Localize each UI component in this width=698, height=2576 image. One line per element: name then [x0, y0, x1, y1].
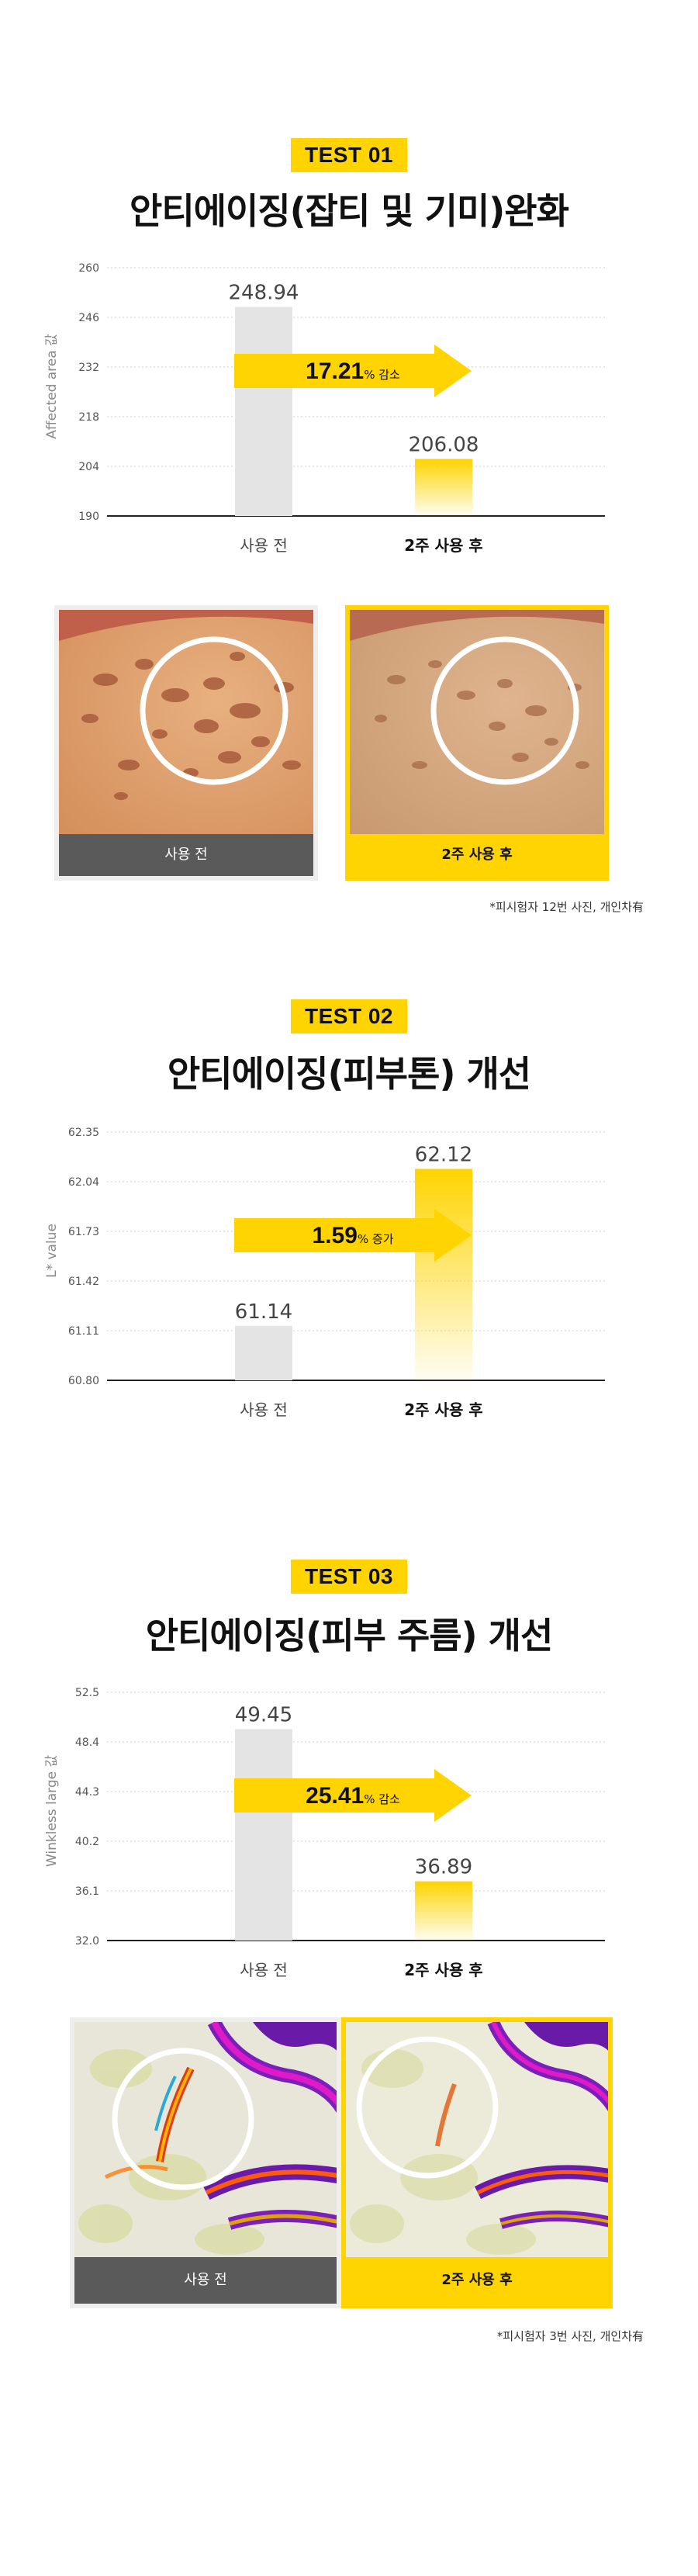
y-axis-label: L* value — [44, 1224, 60, 1278]
bar-value-label: 206.08 — [409, 433, 479, 456]
y-tick-label: 190 — [78, 511, 99, 523]
y-axis-label: Winkless large 값 — [44, 1755, 60, 1868]
y-tick-label: 232 — [78, 362, 99, 374]
y-tick-label: 62.35 — [68, 1127, 99, 1139]
y-tick-label: 62.04 — [68, 1176, 99, 1189]
change-arrow-label: 25.41% 감소 — [306, 1783, 400, 1809]
test-03-chart: Winkless large 값 52.5 48.4 44.3 40.2 36.1 32.… — [44, 1687, 605, 1979]
test-01-section: TEST 01 안티에이징(잡티 및 기미)완화 Affected area 값… — [0, 0, 698, 954]
y-tick-label: 61.11 — [68, 1325, 99, 1338]
before-caption-2: 사용 전 — [74, 2257, 337, 2304]
test-03-badge: TEST 03 — [291, 1560, 407, 1594]
y-tick-label: 246 — [78, 312, 99, 324]
wrinkle-before-image — [74, 2022, 337, 2266]
bar-after — [415, 1169, 472, 1380]
bar-value-label: 61.14 — [235, 1300, 292, 1324]
y-tick-label: 218 — [78, 411, 99, 424]
photo-note-1: *피시험자 12번 사진, 개인차有 — [489, 900, 644, 914]
after-photo-1: 2주 사용 후 — [345, 605, 609, 881]
y-tick-label: 48.4 — [75, 1736, 99, 1749]
bar-before — [235, 1729, 292, 1941]
y-tick-label: 36.1 — [75, 1885, 99, 1898]
change-arrow — [234, 1209, 472, 1262]
y-axis-label: Affected area 값 — [44, 334, 60, 439]
before-caption-1: 사용 전 — [59, 834, 313, 876]
test-01-chart: Affected area 값 260 246 232 218 204 190 248.9… — [44, 262, 605, 555]
bar-value-label: 248.94 — [229, 282, 299, 305]
y-tick-label: 61.42 — [68, 1276, 99, 1288]
bar-after — [415, 459, 472, 516]
bar-value-label: 62.12 — [415, 1143, 472, 1166]
test-03-title: 안티에이징(피부 주름) 개선 — [145, 1615, 554, 1657]
x-category-label: 사용 전 — [240, 536, 288, 555]
change-arrow-label: 17.21% 감소 — [306, 358, 400, 384]
y-tick-label: 61.73 — [68, 1226, 99, 1238]
bar-before — [235, 306, 292, 516]
bar-after — [415, 1881, 472, 1941]
test-02-badge: TEST 02 — [291, 999, 407, 1034]
bar-value-label: 49.45 — [235, 1704, 292, 1727]
x-category-label: 2주 사용 후 — [404, 1401, 482, 1419]
test-02-title: 안티에이징(피부톤) 개선 — [167, 1053, 531, 1095]
photo-note-2: *피시험자 3번 사진, 개인차有 — [496, 2329, 644, 2343]
after-photo-2: 2주 사용 후 — [341, 2017, 613, 2308]
change-arrow — [234, 345, 472, 397]
bar-before — [235, 1325, 292, 1380]
test-01-badge: TEST 01 — [291, 138, 407, 172]
y-tick-label: 52.5 — [75, 1687, 99, 1699]
change-arrow-label: 1.59% 증가 — [312, 1223, 393, 1248]
test-02-section: TEST 02 안티에이징(피부톤) 개선 L* value 62.35 62.0… — [0, 954, 698, 1560]
x-category-label: 사용 전 — [240, 1961, 288, 1979]
change-arrow — [234, 1769, 472, 1822]
before-photo-1: 사용 전 — [54, 605, 318, 881]
y-tick-label: 204 — [78, 461, 99, 473]
test-01-title: 안티에이징(잡티 및 기미)완화 — [130, 190, 569, 232]
y-tick-label: 60.80 — [68, 1375, 99, 1387]
y-tick-label: 40.2 — [75, 1836, 99, 1848]
y-tick-label: 260 — [78, 262, 99, 275]
y-tick-label: 32.0 — [75, 1935, 99, 1948]
y-tick-label: 44.3 — [75, 1786, 99, 1799]
before-photo-2: 사용 전 — [70, 2017, 341, 2308]
x-category-label: 2주 사용 후 — [404, 1961, 482, 1979]
skin-spots-before-image — [59, 610, 313, 839]
test-03-section: TEST 03 안티에이징(피부 주름) 개선 Winkless large 값… — [0, 1560, 698, 2576]
x-category-label: 2주 사용 후 — [404, 536, 482, 555]
after-caption-1: 2주 사용 후 — [350, 834, 604, 876]
after-caption-2: 2주 사용 후 — [346, 2257, 608, 2304]
test-02-chart: L* value 62.3562.0461.7361.4261.1160.80 … — [44, 1127, 605, 1419]
bar-value-label: 36.89 — [415, 1856, 472, 1879]
skin-spots-after-image — [350, 610, 604, 839]
x-category-label: 사용 전 — [240, 1401, 288, 1419]
wrinkle-after-image — [346, 2022, 608, 2266]
